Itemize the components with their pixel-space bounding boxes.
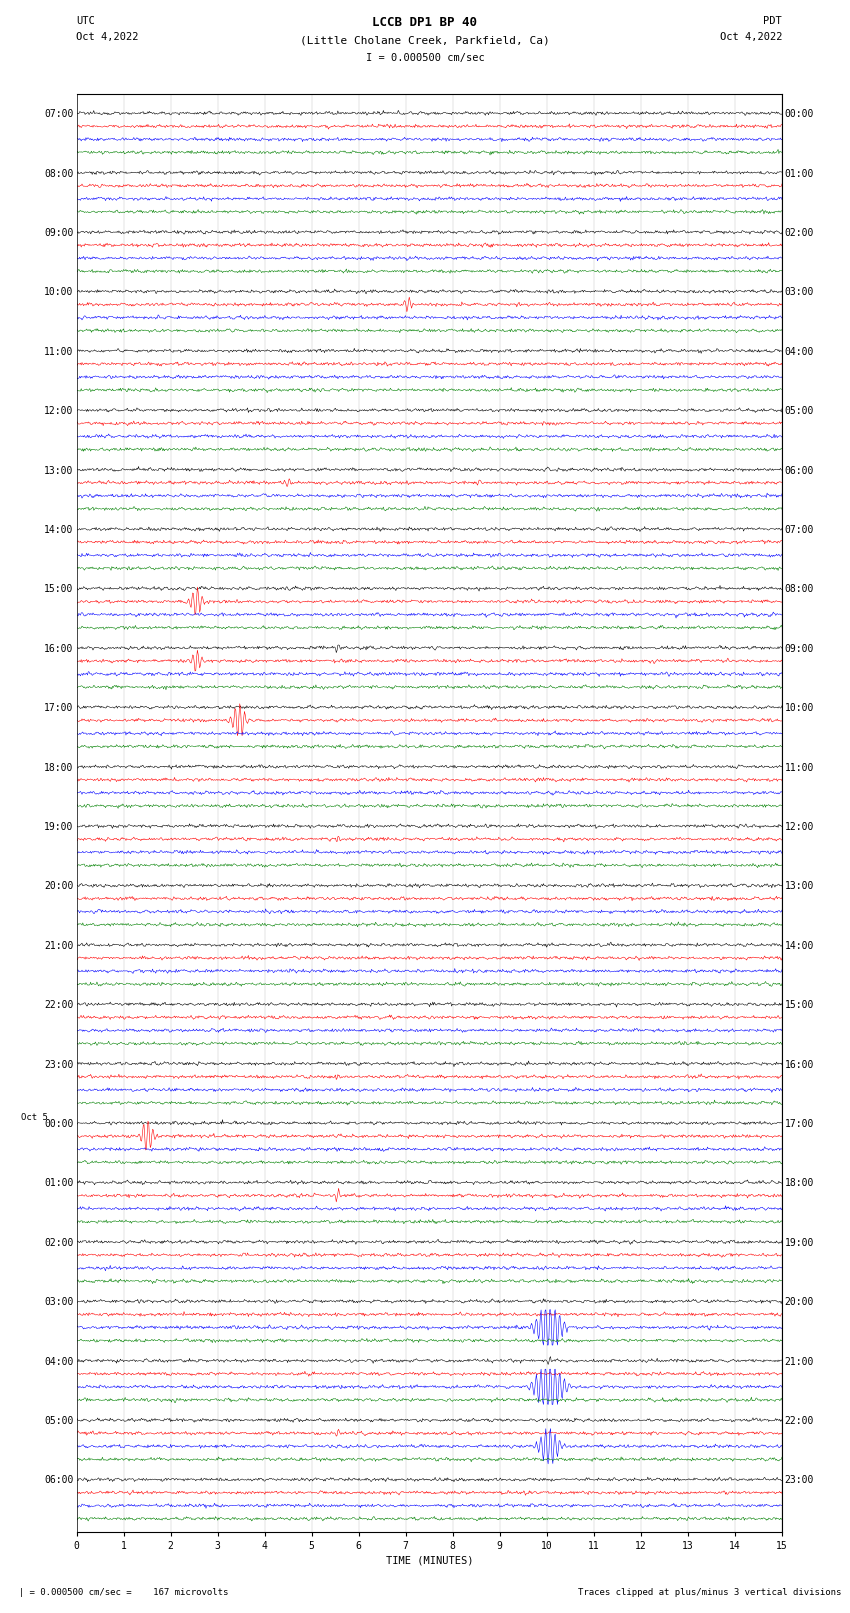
Text: Oct 4,2022: Oct 4,2022 xyxy=(76,32,139,42)
Text: Oct 4,2022: Oct 4,2022 xyxy=(719,32,782,42)
Text: I = 0.000500 cm/sec: I = 0.000500 cm/sec xyxy=(366,53,484,63)
Text: | = 0.000500 cm/sec =    167 microvolts: | = 0.000500 cm/sec = 167 microvolts xyxy=(8,1587,229,1597)
Text: Oct 5: Oct 5 xyxy=(21,1113,48,1121)
Text: Traces clipped at plus/minus 3 vertical divisions: Traces clipped at plus/minus 3 vertical … xyxy=(578,1587,842,1597)
Text: UTC: UTC xyxy=(76,16,95,26)
Text: PDT: PDT xyxy=(763,16,782,26)
Text: LCCB DP1 BP 40: LCCB DP1 BP 40 xyxy=(372,16,478,29)
X-axis label: TIME (MINUTES): TIME (MINUTES) xyxy=(386,1555,473,1566)
Text: (Little Cholane Creek, Parkfield, Ca): (Little Cholane Creek, Parkfield, Ca) xyxy=(300,35,550,45)
